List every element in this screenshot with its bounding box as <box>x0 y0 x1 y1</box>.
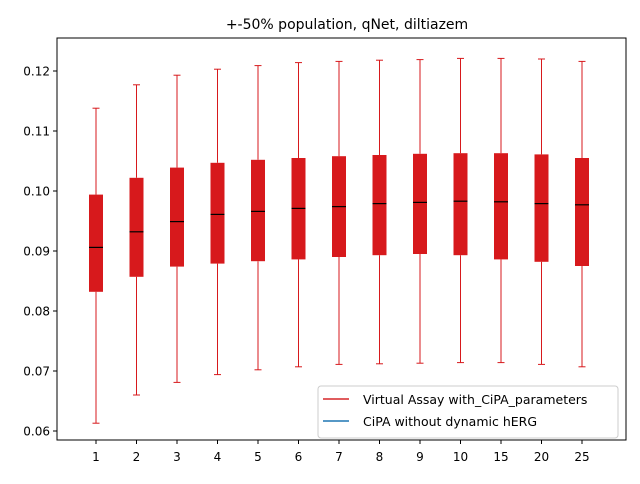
legend-box <box>317 385 619 439</box>
x-tick-label: 6 <box>295 450 303 464</box>
y-tick-label: 0.10 <box>23 185 50 199</box>
box-2 <box>129 84 144 396</box>
box-6 <box>291 62 306 368</box>
y-tick-label: 0.08 <box>23 305 50 319</box>
x-tick-label: 1 <box>92 450 100 464</box>
box-3 <box>170 74 184 383</box>
x-tick-label: 25 <box>574 450 589 464</box>
plot-area-frame <box>56 37 627 441</box>
x-tick-label: 10 <box>453 450 468 464</box>
iqr-box <box>372 155 387 256</box>
box-8 <box>372 59 387 365</box>
x-tick-label: 8 <box>376 450 384 464</box>
x-tick-label: 7 <box>335 450 343 464</box>
iqr-box <box>494 153 508 260</box>
legend-label-cipa: CiPA without dynamic hERG <box>363 414 537 429</box>
box-1 <box>89 107 103 424</box>
iqr-box <box>575 158 589 266</box>
boxes-layer <box>89 57 589 424</box>
box-9 <box>413 59 427 364</box>
chart-title: +-50% population, qNet, diltiazem <box>226 17 468 33</box>
iqr-box <box>251 159 265 262</box>
box-10 <box>453 57 468 364</box>
y-tick-label: 0.11 <box>23 125 50 139</box>
x-tick-label: 2 <box>133 450 141 464</box>
y-tick-label: 0.06 <box>23 425 50 439</box>
y-tick-label: 0.09 <box>23 245 50 259</box>
iqr-box <box>413 153 427 254</box>
x-tick-label: 9 <box>416 450 424 464</box>
x-tick-label: 3 <box>173 450 181 464</box>
iqr-box <box>453 153 468 256</box>
iqr-box <box>534 154 549 262</box>
legend: Virtual Assay with_CiPA_parameters CiPA … <box>317 385 619 439</box>
box-15 <box>494 57 508 364</box>
x-tick-label: 5 <box>254 450 262 464</box>
iqr-box <box>210 162 225 264</box>
y-tick-label: 0.12 <box>23 65 50 79</box>
y-axis: 0.06 0.07 0.08 0.09 0.10 0.11 0.12 <box>23 65 57 439</box>
x-tick-label: 4 <box>214 450 222 464</box>
iqr-box <box>89 194 103 292</box>
iqr-box <box>170 167 184 267</box>
box-5 <box>251 65 265 371</box>
box-4 <box>210 68 225 376</box>
x-tick-label: 15 <box>493 450 508 464</box>
legend-label-virtual-assay: Virtual Assay with_CiPA_parameters <box>363 392 587 407</box>
box-7 <box>332 60 346 365</box>
box-20 <box>534 58 549 365</box>
y-tick-label: 0.07 <box>23 365 50 379</box>
box-25 <box>575 60 589 368</box>
iqr-box <box>129 177 144 277</box>
x-axis: 1 2 3 4 5 6 7 8 9 10 15 20 25 <box>92 440 590 464</box>
x-tick-label: 20 <box>534 450 549 464</box>
